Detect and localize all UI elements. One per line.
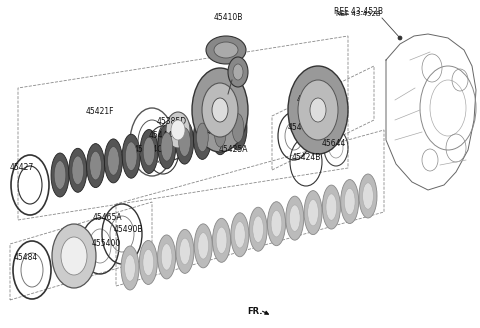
Ellipse shape (229, 106, 247, 150)
Ellipse shape (121, 246, 139, 290)
Ellipse shape (288, 66, 348, 154)
Text: 45421F: 45421F (86, 108, 114, 116)
Ellipse shape (140, 130, 158, 174)
Ellipse shape (233, 64, 243, 80)
Ellipse shape (171, 120, 185, 140)
Text: 45427: 45427 (10, 163, 34, 173)
Text: 455400: 455400 (91, 239, 120, 249)
Ellipse shape (143, 137, 155, 166)
Ellipse shape (161, 244, 172, 270)
Ellipse shape (176, 229, 194, 273)
Text: 45410B: 45410B (213, 13, 243, 23)
Text: 45464: 45464 (288, 124, 312, 133)
Ellipse shape (61, 237, 87, 275)
Ellipse shape (90, 151, 101, 180)
Ellipse shape (211, 111, 229, 155)
Ellipse shape (213, 218, 230, 262)
Ellipse shape (202, 83, 238, 137)
Ellipse shape (105, 139, 122, 183)
Ellipse shape (51, 153, 69, 197)
Ellipse shape (69, 148, 87, 192)
Ellipse shape (216, 227, 227, 254)
Ellipse shape (286, 196, 304, 240)
Text: 45424C: 45424C (133, 146, 163, 154)
Text: 45425A: 45425A (218, 146, 248, 154)
Ellipse shape (344, 188, 355, 215)
Ellipse shape (108, 147, 119, 175)
Text: 45385D: 45385D (157, 117, 187, 127)
Ellipse shape (158, 125, 176, 169)
Ellipse shape (231, 213, 249, 257)
Ellipse shape (308, 199, 318, 226)
Ellipse shape (139, 240, 157, 284)
Ellipse shape (341, 179, 359, 224)
Ellipse shape (214, 42, 238, 58)
Ellipse shape (228, 57, 248, 87)
Ellipse shape (196, 123, 208, 152)
Ellipse shape (304, 191, 322, 235)
Ellipse shape (359, 174, 377, 218)
Ellipse shape (192, 68, 248, 152)
Ellipse shape (249, 207, 267, 251)
Ellipse shape (206, 36, 246, 64)
Ellipse shape (232, 114, 244, 142)
Text: 45490B: 45490B (113, 226, 143, 235)
Ellipse shape (179, 128, 191, 156)
Ellipse shape (72, 156, 84, 185)
Ellipse shape (157, 235, 176, 279)
Ellipse shape (193, 115, 211, 159)
Ellipse shape (52, 224, 96, 288)
Text: 45424B: 45424B (291, 154, 321, 162)
Ellipse shape (176, 120, 193, 164)
Ellipse shape (198, 233, 209, 259)
Ellipse shape (143, 249, 154, 276)
Text: 45484: 45484 (14, 254, 38, 262)
Text: REF 43-452B: REF 43-452B (334, 8, 383, 16)
Text: 45440: 45440 (206, 128, 230, 136)
Ellipse shape (253, 216, 264, 242)
Text: 45644: 45644 (322, 139, 346, 149)
Ellipse shape (86, 144, 105, 188)
Ellipse shape (310, 98, 326, 122)
Text: FR.: FR. (247, 308, 263, 317)
Ellipse shape (234, 222, 245, 248)
Ellipse shape (194, 224, 212, 268)
Ellipse shape (122, 134, 140, 178)
Text: 45444B: 45444B (148, 132, 178, 140)
Ellipse shape (267, 202, 286, 246)
Ellipse shape (161, 133, 173, 161)
Ellipse shape (54, 161, 66, 189)
Text: REF 43-452B: REF 43-452B (336, 11, 380, 17)
Ellipse shape (125, 142, 137, 171)
Ellipse shape (289, 205, 300, 231)
Ellipse shape (271, 211, 282, 237)
Ellipse shape (323, 185, 340, 229)
Ellipse shape (362, 183, 373, 209)
Ellipse shape (180, 238, 191, 265)
Ellipse shape (215, 118, 226, 147)
Ellipse shape (326, 194, 337, 220)
Ellipse shape (398, 36, 402, 40)
Ellipse shape (166, 112, 190, 148)
Ellipse shape (212, 98, 228, 122)
Text: 45410N: 45410N (297, 95, 327, 105)
Ellipse shape (125, 255, 135, 281)
Text: 45465A: 45465A (92, 214, 122, 222)
Ellipse shape (298, 80, 338, 140)
